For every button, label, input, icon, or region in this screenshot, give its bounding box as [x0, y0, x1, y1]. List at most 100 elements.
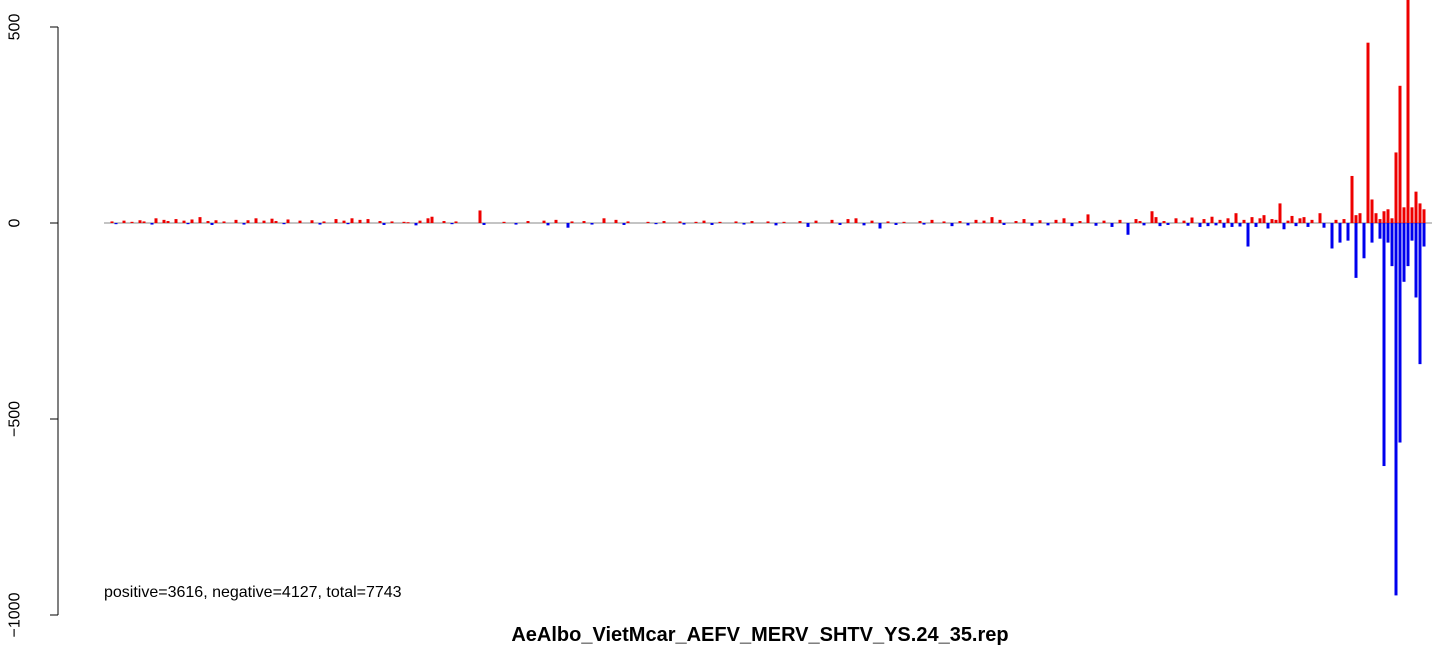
positive-bar [1278, 203, 1282, 223]
positive-bar [814, 220, 818, 223]
negative-bar [566, 223, 570, 228]
positive-bar [1398, 85, 1402, 223]
negative-bar [1126, 223, 1130, 235]
positive-bar [1378, 219, 1382, 223]
positive-bar [1354, 215, 1358, 223]
positive-bar [602, 218, 606, 223]
negative-bar [1070, 223, 1074, 227]
negative-bar [1378, 223, 1382, 239]
positive-bar [1418, 203, 1422, 223]
negative-bar [1030, 223, 1034, 226]
positive-bar [254, 218, 258, 223]
positive-bar [782, 221, 786, 223]
negative-bar [1186, 223, 1190, 226]
negative-bar [1246, 223, 1250, 247]
positive-bar [190, 219, 194, 223]
negative-bar [242, 223, 246, 225]
negative-bar [514, 223, 518, 225]
positive-bar [234, 219, 238, 223]
positive-bar [214, 220, 218, 223]
negative-bar [1418, 223, 1422, 365]
positive-bar [1250, 217, 1254, 223]
positive-bar [454, 221, 458, 223]
positive-bar [1406, 0, 1410, 224]
positive-bar [342, 220, 346, 223]
negative-bar [210, 223, 214, 225]
positive-bar [430, 216, 434, 223]
positive-bar [154, 218, 158, 223]
y-tick-label: −1000 [7, 592, 24, 637]
positive-bar [1358, 213, 1362, 223]
positive-bar [174, 219, 178, 223]
positive-bar [1202, 219, 1206, 223]
positive-bar [246, 220, 250, 223]
positive-bar [142, 221, 146, 223]
positive-bar [130, 221, 134, 223]
positive-bar [1310, 219, 1314, 223]
negative-bar [414, 223, 418, 226]
positive-bar [1138, 221, 1142, 223]
positive-bar [358, 219, 362, 223]
negative-bar [1338, 223, 1342, 243]
positive-bar [262, 220, 266, 223]
positive-bar [734, 221, 738, 223]
positive-bar [1182, 220, 1186, 223]
positive-bar [1226, 218, 1230, 223]
positive-bar [662, 221, 666, 223]
positive-bar [582, 221, 586, 223]
positive-bar [918, 221, 922, 223]
negative-bar [282, 223, 286, 225]
positive-bar [110, 221, 114, 223]
positive-bar [846, 219, 850, 223]
positive-bar [902, 221, 906, 223]
positive-bar [1118, 219, 1122, 223]
negative-bar [710, 223, 714, 225]
positive-bar [1174, 218, 1178, 223]
negative-bar [1354, 223, 1358, 278]
negative-bar [1306, 223, 1310, 227]
positive-bar [1262, 215, 1266, 223]
positive-bar [1298, 218, 1302, 223]
positive-bar [718, 221, 722, 223]
negative-bar [742, 223, 746, 225]
positive-bar [286, 219, 290, 223]
negative-bar [1406, 223, 1410, 267]
positive-bar [1318, 213, 1322, 223]
positive-bar [1390, 218, 1394, 223]
negative-bar [186, 223, 190, 225]
positive-bar [1154, 217, 1158, 223]
positive-bar [1274, 219, 1278, 223]
negative-bar [382, 223, 386, 225]
negative-bar [1370, 223, 1374, 243]
negative-bar [1266, 223, 1270, 229]
positive-bar [614, 219, 618, 223]
negative-bar [1386, 223, 1390, 243]
positive-bar [1394, 152, 1398, 223]
positive-bar [350, 218, 354, 223]
negative-bar [1166, 223, 1170, 225]
y-tick-label: −500 [7, 401, 24, 437]
positive-bar [1014, 221, 1018, 223]
positive-bar [1210, 216, 1214, 223]
positive-bar [122, 220, 126, 223]
positive-bar [426, 218, 430, 223]
positive-bar [1062, 218, 1066, 223]
negative-bar [1422, 223, 1426, 247]
positive-bar [870, 220, 874, 223]
positive-bar [182, 220, 186, 223]
positive-bar [1374, 213, 1378, 223]
positive-bar [406, 222, 410, 224]
negative-bar [1398, 223, 1402, 443]
negative-bar [1390, 223, 1394, 267]
positive-bar [678, 221, 682, 223]
positive-bar [502, 221, 506, 223]
y-axis: 500 0 −500 −1000 [7, 14, 59, 637]
negative-bar [682, 223, 686, 225]
counts-annotation: positive=3616, negative=4127, total=7743 [104, 584, 402, 601]
positive-bar [1422, 209, 1426, 223]
positive-bar [1414, 191, 1418, 223]
positive-bar [930, 219, 934, 223]
positive-bar [1334, 219, 1338, 223]
y-tick-label: 0 [7, 218, 24, 227]
negative-bar [1230, 223, 1234, 227]
